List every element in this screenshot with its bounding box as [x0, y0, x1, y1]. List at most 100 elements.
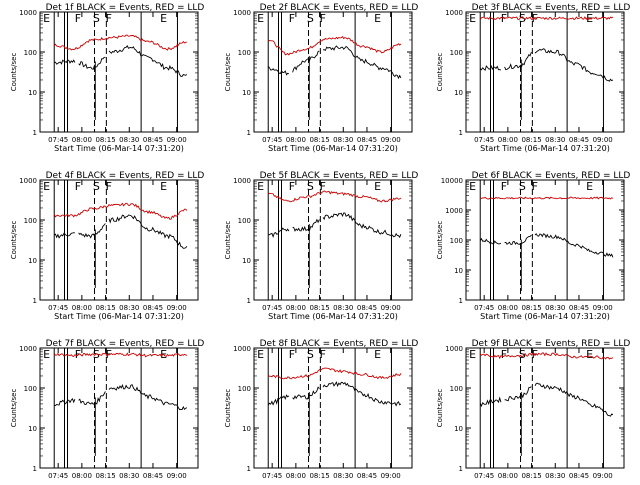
panel-1-marker-label: F	[75, 12, 81, 25]
panel-5-xtick-label: 08:15	[309, 304, 329, 312]
panel-4-lld-line	[53, 202, 188, 220]
panel-2-events-line	[267, 45, 402, 80]
panel-9-ylabel: Counts/sec	[436, 389, 444, 428]
panel-7-ytick-label: 10	[28, 425, 37, 433]
panel-8-frame	[253, 347, 413, 469]
panel-6-lld-line	[480, 196, 614, 200]
panel-3-ytick-label: 10	[454, 89, 463, 97]
panel-6-marker-label: E	[469, 180, 476, 193]
panel-6-events-line	[479, 233, 614, 258]
panel-9-marker-label: S	[519, 348, 526, 361]
panel-7-xtick-label: 08:30	[119, 472, 139, 480]
panel-3-title: Det 3f BLACK = Events, RED = LLD	[472, 3, 631, 13]
panel-4-ytick-label: 100	[24, 217, 37, 225]
panel-1-marker-label: E	[160, 12, 167, 25]
panel-1-marker-label: S	[93, 12, 100, 25]
panel-4-ylabel: Counts/sec	[10, 221, 18, 260]
panel-4-ytick-label: 1000	[19, 177, 37, 185]
panel-6-xtick-label: 08:00	[498, 304, 518, 312]
panel-3-xtick-label: 08:30	[545, 136, 565, 144]
panel-8-ytick-label: 1000	[233, 345, 251, 353]
panel-5-xtick-label: 08:30	[333, 304, 353, 312]
panel-1-ytick-label: 1	[33, 129, 37, 137]
panel-7-ytick-label: 1000	[19, 345, 37, 353]
panel-4-marker-label: F	[106, 180, 112, 193]
panel-7-xtick-label: 08:45	[143, 472, 163, 480]
panel-6-marker-label: E	[586, 180, 593, 193]
panel-8-ylabel: Counts/sec	[224, 389, 232, 428]
panel-6-marker-label: F	[532, 180, 538, 193]
panel-7-ylabel: Counts/sec	[10, 389, 18, 428]
panel-3-ytick-label: 1	[459, 129, 463, 137]
panel-1-xtick-label: 08:00	[72, 136, 92, 144]
panel-2-title: Det 2f BLACK = Events, RED = LLD	[260, 3, 419, 13]
panel-3-marker-label: E	[469, 12, 476, 25]
panel-9-xtick-label: 08:00	[498, 472, 518, 480]
panel-6-ylabel: Counts/sec	[436, 221, 444, 260]
panel-3-ytick-label: 100	[450, 49, 463, 57]
panel-6-xlabel: Start Time (06-Mar-14 07:31:20)	[480, 312, 610, 321]
panel-2-xtick-label: 09:00	[381, 136, 401, 144]
panel-1-frame	[39, 11, 199, 133]
panel-7-xtick-label: 07:45	[48, 472, 68, 480]
panel-8-lld-line	[267, 367, 402, 380]
panel-7-ytick-label: 100	[24, 385, 37, 393]
panel-6-xtick-label: 07:45	[474, 304, 494, 312]
panel-1-events-line	[54, 44, 188, 77]
panel-4-ytick-label: 10	[28, 257, 37, 265]
panel-4-xtick-label: 07:45	[48, 304, 68, 312]
panel-5-marker-label: S	[307, 180, 314, 193]
panel-3-xtick-label: 08:00	[498, 136, 518, 144]
panel-9-xtick-label: 08:15	[521, 472, 541, 480]
panel-6-ytick-label: 100	[450, 237, 463, 245]
panel-3-ytick-label: 1000	[445, 9, 463, 17]
panel-9-ytick-label: 10	[454, 425, 463, 433]
panel-5-ytick-label: 10	[242, 257, 251, 265]
panel-9-marker-label: E	[469, 348, 476, 361]
panel-5-marker-label: E	[374, 180, 381, 193]
panel-3-xlabel: Start Time (06-Mar-14 07:31:20)	[480, 144, 610, 153]
panel-8-events-line	[267, 381, 402, 407]
panel-4-events-line	[53, 214, 188, 249]
panel-9-marker-label: E	[586, 348, 593, 361]
panel-5-ytick-label: 1000	[233, 177, 251, 185]
panel-3-lld-line	[479, 16, 614, 21]
panel-8-ytick-label: 1	[247, 465, 251, 473]
panel-5-lld-line	[268, 190, 402, 203]
panel-6-xtick-label: 08:30	[545, 304, 565, 312]
panel-2-marker-label: F	[320, 12, 326, 25]
panel-6-ytick-label: 10000	[441, 177, 463, 185]
panel-2-xlabel: Start Time (06-Mar-14 07:31:20)	[268, 144, 398, 153]
panel-9-lld-line	[479, 352, 614, 360]
panel-5-frame	[253, 179, 413, 301]
panel-4-xtick-label: 08:45	[143, 304, 163, 312]
panel-8-marker-label: E	[374, 348, 381, 361]
panel-1-xtick-label: 08:45	[143, 136, 163, 144]
panel-7-marker-label: F	[75, 348, 81, 361]
panel-3-ylabel: Counts/sec	[436, 53, 444, 92]
panel-2-ylabel: Counts/sec	[224, 53, 232, 92]
panel-8-title: Det 8f BLACK = Events, RED = LLD	[260, 339, 419, 349]
panel-5-title: Det 5f BLACK = Events, RED = LLD	[260, 171, 419, 181]
panel-2-xtick-label: 08:00	[286, 136, 306, 144]
panel-1-ytick-label: 1000	[19, 9, 37, 17]
panel-2-ytick-label: 10	[242, 89, 251, 97]
panel-8-ytick-label: 10	[242, 425, 251, 433]
panel-7-xtick-label: 09:00	[167, 472, 187, 480]
panel-6-title: Det 6f BLACK = Events, RED = LLD	[472, 171, 631, 181]
panel-5-marker-label: F	[289, 180, 295, 193]
panel-1-title: Det 1f BLACK = Events, RED = LLD	[46, 3, 205, 13]
panel-5-events-line	[268, 212, 402, 239]
panel-2-ytick-label: 100	[238, 49, 251, 57]
panel-3-xtick-label: 08:15	[521, 136, 541, 144]
panel-5-xlabel: Start Time (06-Mar-14 07:31:20)	[268, 312, 398, 321]
panel-7-xtick-label: 08:15	[95, 472, 115, 480]
panel-4-marker-label: E	[43, 180, 50, 193]
panel-4-title: Det 4f BLACK = Events, RED = LLD	[46, 171, 205, 181]
panel-8-marker-label: F	[320, 348, 326, 361]
panel-1-xtick-label: 07:45	[48, 136, 68, 144]
panel-9-xtick-label: 08:30	[545, 472, 565, 480]
panel-9-xtick-label: 09:00	[593, 472, 613, 480]
